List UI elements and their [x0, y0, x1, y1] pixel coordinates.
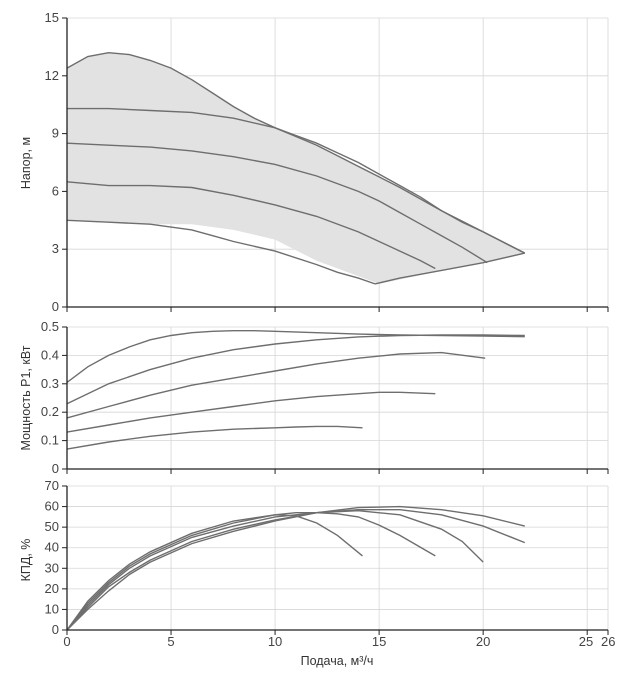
head-y-tick-label: 12	[45, 68, 59, 83]
head-y-tick-label: 9	[52, 126, 59, 141]
power-y-tick-label: 0	[52, 461, 59, 476]
efficiency-chart-panel: КПД, % Подача, м³/ч 0 10 20 30 40 50 60 70 0 5 10 1…	[19, 478, 615, 668]
power-y-tick-label: 0.1	[41, 433, 59, 448]
head-curve-3-line	[66, 142, 488, 264]
power-curve-3-line	[66, 351, 486, 419]
power-y-axis-title: Мощность P1, кВт	[19, 345, 33, 450]
x-tick-label: 10	[268, 634, 282, 649]
head-y-tick-label: 3	[52, 241, 59, 256]
efficiency-y-tick-label: 50	[45, 519, 59, 534]
x-tick-label: 25	[579, 634, 593, 649]
efficiency-curve-3-line	[66, 509, 484, 631]
head-operating-area	[67, 52, 525, 284]
efficiency-y-tick-label: 40	[45, 540, 59, 555]
efficiency-y-axis-title: КПД, %	[19, 539, 33, 582]
power-curve-4-line	[66, 334, 525, 405]
power-y-tick-label: 0.3	[41, 376, 59, 391]
power-curve-1-line	[66, 425, 363, 450]
head-y-axis-title: Напор, м	[19, 137, 33, 189]
head-curve-2-line	[66, 181, 436, 270]
efficiency-curve-4-line	[66, 509, 526, 631]
efficiency-y-tick-label: 60	[45, 499, 59, 514]
power-y-tick-label: 0.4	[41, 347, 59, 362]
power-curve-2-line	[66, 391, 436, 433]
power-y-tick-label: 0.2	[41, 404, 59, 419]
head-y-tick-label: 0	[52, 299, 59, 314]
efficiency-y-tick-label: 10	[45, 601, 59, 616]
head-y-tick-label: 6	[52, 183, 59, 198]
power-y-tick-label: 0.5	[41, 319, 59, 334]
efficiency-y-tick-label: 70	[45, 478, 59, 493]
efficiency-y-tick-label: 20	[45, 581, 59, 596]
efficiency-y-tick-label: 0	[52, 622, 59, 637]
x-tick-label: 15	[372, 634, 386, 649]
x-axis-title: Подача, м³/ч	[301, 654, 374, 668]
x-tick-label: 0	[63, 634, 70, 649]
efficiency-y-tick-label: 30	[45, 560, 59, 575]
power-chart-panel: Мощность P1, кВт 0 0.1 0.2 0.3 0.4 0.5	[19, 319, 609, 476]
efficiency-curve-2-line	[66, 512, 436, 631]
head-chart-panel: Напор, м 0 3 6 9 12 15	[19, 10, 609, 314]
x-tick-label: 20	[476, 634, 490, 649]
efficiency-curve-5-line	[66, 505, 525, 631]
x-tick-label: 5	[167, 634, 174, 649]
x-tick-label: 26	[601, 634, 615, 649]
head-min-boundary-line	[374, 252, 525, 285]
efficiency-curve-1-line	[66, 514, 363, 631]
head-curve-1-line	[66, 219, 376, 285]
head-y-tick-label: 15	[45, 10, 59, 25]
head-curve-4-line	[67, 107, 526, 254]
